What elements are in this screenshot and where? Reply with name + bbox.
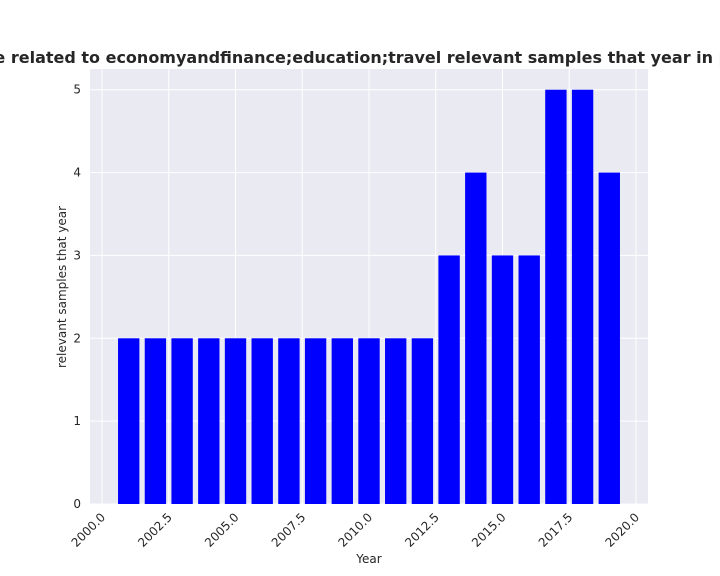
bar-2013: [438, 255, 460, 504]
x-tick-label: 2005.0: [202, 510, 242, 550]
x-tick-label: 2010.0: [336, 510, 376, 550]
bar-2007: [278, 338, 300, 504]
bar-2008: [304, 338, 327, 504]
bar-2011: [385, 338, 407, 504]
bar-2012: [411, 338, 434, 504]
y-tick-labels: 0 1 2 3 4 5: [73, 83, 81, 511]
bar-2002: [144, 338, 167, 504]
bar-2004: [198, 338, 220, 504]
y-axis-label: relevant samples that year: [55, 206, 69, 368]
x-tick-label: 2015.0: [469, 510, 509, 550]
x-tick-labels: 2000.0 2002.5 2005.0 2007.5 2010.0 2012.5 2015…: [69, 510, 643, 550]
y-tick-label: 3: [73, 248, 81, 262]
bar-2003: [171, 338, 193, 504]
bar-2019: [598, 172, 620, 505]
x-tick-label: 2002.5: [135, 510, 175, 550]
y-tick-label: 5: [73, 83, 81, 97]
x-axis-label: Year: [355, 552, 381, 566]
bar-2006: [251, 338, 273, 504]
bars: [118, 89, 620, 505]
bar-2009: [331, 338, 353, 504]
bar-2017: [545, 89, 567, 504]
bar-2015: [491, 255, 514, 504]
x-tick-label: 2000.0: [69, 510, 109, 550]
bar-2014: [465, 172, 487, 505]
x-tick-label: 2012.5: [402, 510, 442, 550]
bar-2005: [224, 338, 247, 504]
bar-2010: [358, 338, 380, 504]
x-tick-label: 2017.5: [536, 510, 576, 550]
y-tick-label: 0: [73, 497, 81, 511]
bar-2001: [118, 338, 140, 504]
y-tick-label: 4: [73, 166, 81, 180]
chart-title: ries are related to economyandfinance;ed…: [0, 48, 720, 67]
x-tick-label: 2007.5: [269, 510, 309, 550]
x-tick-label: 2020.0: [603, 510, 643, 550]
bar-2016: [518, 255, 540, 504]
bar-2018: [571, 89, 594, 504]
y-tick-label: 2: [73, 331, 81, 345]
y-tick-label: 1: [73, 414, 81, 428]
